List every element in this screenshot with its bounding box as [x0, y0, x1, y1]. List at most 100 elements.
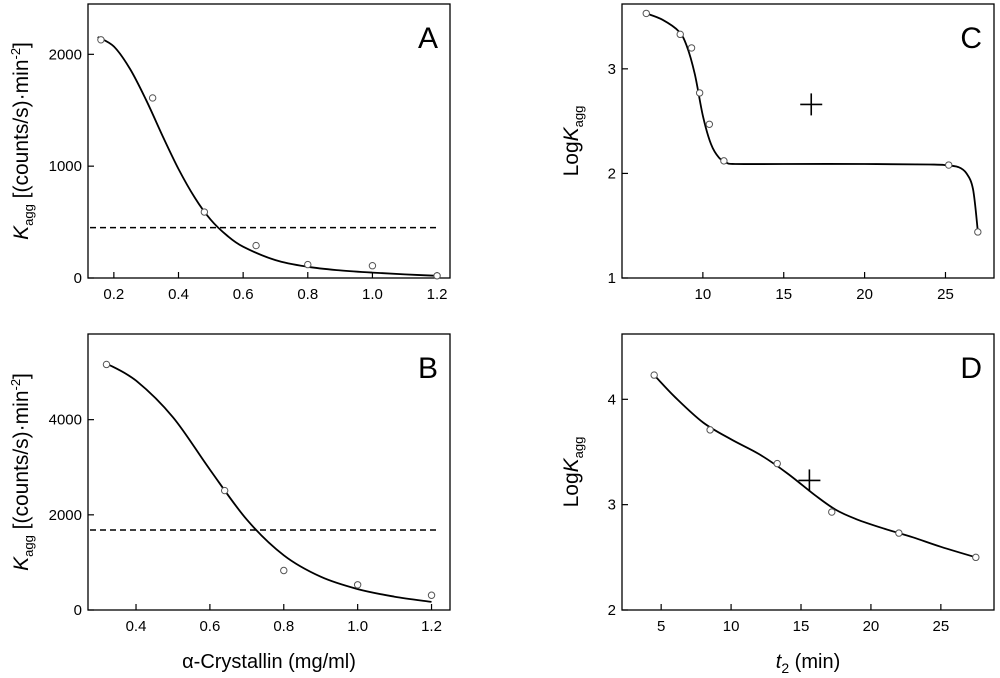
panel-d-data-point	[828, 508, 836, 516]
panel-d-letter: D	[960, 352, 982, 385]
panel-a-x-tick-label: 0.8	[297, 286, 318, 303]
panel-c-frame	[621, 3, 995, 279]
y-label-sub: agg	[571, 437, 586, 459]
panel-b-letter: B	[418, 352, 438, 385]
panel-c-data-point	[705, 120, 714, 128]
panel-d-x-tick-label: 25	[933, 618, 950, 635]
panel-d-marks: 5 10 15 20 25 2 3 4	[608, 371, 980, 635]
y-label-sub: agg	[21, 535, 36, 557]
panel-d-x-tick-label: 10	[723, 618, 740, 635]
panel-a-data-point	[368, 261, 377, 270]
panel-d-data-point	[972, 553, 980, 562]
panel-d-y-tick-label: 4	[608, 391, 616, 408]
panel-a-x-tick-label: 0.6	[233, 286, 254, 303]
panel-d-frame	[621, 333, 995, 611]
panel-b-x-tick-label: 0.6	[199, 618, 220, 635]
panel-c-y-axis-label: LogKagg	[560, 106, 586, 177]
panel-a-y-tick-label: 1000	[49, 158, 82, 175]
panel-b-data-point	[220, 486, 229, 495]
panel-a-data-point	[200, 208, 209, 216]
panel-b-x-axis-label: α-Crystallin (mg/ml)	[182, 651, 356, 673]
panel-b-frame	[87, 333, 451, 611]
panel-b-x-tick-label: 0.8	[273, 618, 294, 635]
panel-b-data-point	[102, 360, 111, 369]
panel-c-marks: 10 15 20 25 1 2 3	[608, 9, 982, 303]
y-label-end: ]	[10, 373, 33, 379]
panel-b-x-tick-label: 0.4	[126, 618, 147, 635]
panel-c-data-point	[974, 228, 982, 236]
panel-b-data-point	[353, 581, 362, 589]
panel-c-data-point	[695, 89, 704, 97]
x-label-italic: t	[776, 651, 783, 673]
panel-b-x-tick-label: 1.0	[347, 618, 368, 635]
panel-a-data-point	[97, 36, 105, 44]
panel-a-x-tick-label: 1.0	[362, 286, 383, 303]
panel-d-x-tick-label: 15	[793, 618, 810, 635]
panel-a-frame	[87, 3, 451, 279]
panel-d-y-tick-label: 3	[608, 497, 616, 514]
panel-a-data-point	[148, 94, 157, 102]
panel-c-data-point	[720, 157, 728, 165]
panel-a-letter: A	[418, 22, 438, 55]
panel-a-data-point	[304, 260, 312, 269]
panel-c-data-point	[676, 30, 684, 39]
panel-a-y-tick-label: 2000	[49, 46, 82, 63]
panel-b-y-tick-label: 4000	[49, 412, 82, 429]
panel-d-x-tick-label: 5	[657, 618, 665, 635]
x-label-rest: (min)	[789, 651, 840, 673]
panel-d-data-point	[895, 529, 903, 537]
panel-b-fit-curve	[106, 362, 432, 603]
panel-c-y-tick-label: 2	[608, 165, 616, 182]
panel-a-x-tick-label: 0.2	[103, 286, 124, 303]
x-label-sub: 2	[781, 660, 789, 676]
panel-c-data-point	[945, 161, 953, 169]
panel-d-x-axis-label: t2 (min)	[776, 651, 840, 676]
panel-a-fit-curve	[97, 36, 438, 277]
panel-c-y-tick-label: 3	[608, 61, 616, 78]
panel-c: 10 15 20 25 1 2 3 C LogKagg	[560, 3, 995, 303]
y-label-sub: agg	[21, 204, 36, 226]
panel-a: 0.2 0.4 0.6 0.8 1.0 1.2 0 1000 2000 A Kagg [(cou…	[8, 3, 451, 303]
y-label-main: K	[10, 556, 33, 571]
panel-a-data-point	[252, 241, 260, 250]
panel-c-fit-curve	[645, 12, 979, 232]
panel-b-y-tick-label: 2000	[49, 507, 82, 524]
panel-c-x-tick-label: 25	[937, 286, 954, 303]
y-label-italic: K	[560, 126, 583, 141]
y-label-sub: agg	[571, 106, 586, 128]
panel-a-marks: 0.2 0.4 0.6 0.8 1.0 1.2 0 1000 2000	[49, 36, 448, 303]
panel-c-data-point	[642, 9, 650, 18]
panel-b-data-point	[280, 566, 288, 575]
panel-b-y-axis-label: Kagg [(counts/s)·min-2]	[8, 373, 36, 571]
y-label-main: Log	[560, 141, 583, 176]
y-label-main: Log	[560, 472, 583, 507]
panel-d-data-point	[773, 459, 781, 468]
panel-d-data-point	[650, 371, 658, 379]
panel-a-x-tick-label: 1.2	[427, 286, 448, 303]
panel-b-marks: 0.4 0.6 0.8 1.0 1.2 0 2000 4000	[49, 360, 442, 635]
panel-c-data-point	[687, 44, 696, 52]
panel-d-fit-curve	[653, 374, 977, 559]
panel-c-x-tick-label: 20	[856, 286, 873, 303]
y-label-sup: -2	[8, 48, 23, 60]
panel-b: 0.4 0.6 0.8 1.0 1.2 0 2000 4000 B Kagg [(counts…	[8, 333, 451, 673]
panel-d-data-point	[706, 426, 714, 434]
panel-c-letter: C	[960, 22, 982, 55]
panel-c-x-tick-label: 10	[695, 286, 712, 303]
panel-c-y-tick-label: 1	[608, 270, 616, 287]
panel-a-y-tick-label: 0	[74, 270, 82, 287]
panel-a-x-tick-label: 0.4	[168, 286, 189, 303]
y-label-rest: [(counts/s)·min	[10, 59, 33, 204]
y-label-sup: -2	[8, 379, 23, 391]
panel-a-y-axis-label: Kagg [(counts/s)·min-2]	[8, 42, 36, 240]
panel-d-y-tick-label: 2	[608, 602, 616, 619]
y-label-italic: K	[560, 457, 583, 472]
panel-d-y-axis-label: LogKagg	[560, 437, 586, 508]
panel-d-x-tick-label: 20	[863, 618, 880, 635]
y-label-main: K	[10, 225, 33, 240]
panel-c-x-tick-label: 15	[775, 286, 792, 303]
panel-b-y-tick-label: 0	[74, 602, 82, 619]
y-label-rest: [(counts/s)·min	[10, 390, 33, 535]
